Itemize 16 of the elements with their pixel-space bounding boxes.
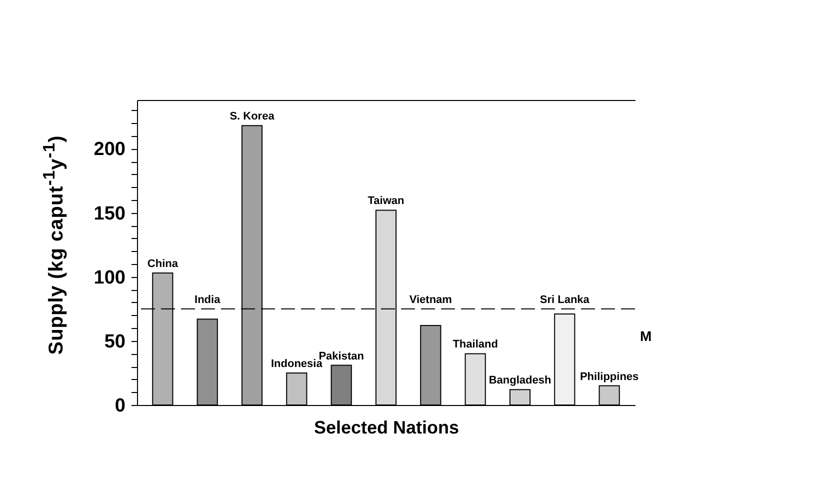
x-tick-label: Philippines (580, 370, 639, 383)
x-tick-label: India (194, 294, 222, 306)
y-tick-label: 0 (114, 396, 126, 416)
y-tick-label: 150 (94, 203, 126, 224)
x-tick-label: Taiwan (368, 195, 405, 208)
x-tick-label: Sri Lanka (540, 294, 590, 306)
y-tick-label: 100 (94, 267, 126, 288)
x-tick-label: China (147, 258, 179, 270)
x-axis-title: Selected Nations (314, 418, 460, 438)
x-tick-label: Vietnam (409, 294, 452, 306)
x-tick-label: S. Korea (230, 110, 276, 123)
y-tick-label: 50 (104, 331, 126, 352)
text: M (640, 328, 654, 344)
x-tick-label: Bangladesh (488, 374, 552, 387)
x-tick-label: Thailand (452, 338, 498, 351)
y-tick-label: 200 (94, 139, 126, 160)
